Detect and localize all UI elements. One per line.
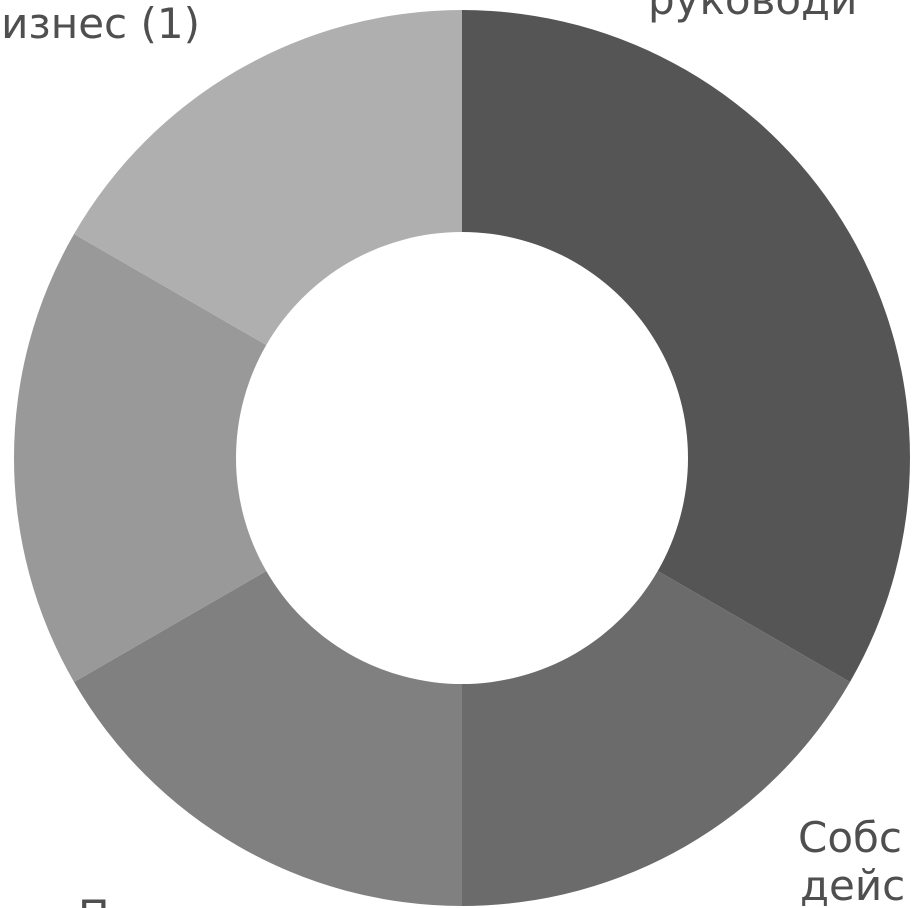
- donut-slice-3: [13, 234, 267, 682]
- donut-slice-1: [462, 571, 850, 906]
- donut-slice-4: [74, 10, 462, 345]
- donut-slice-0: [462, 10, 910, 682]
- annotation-label-2: П: [78, 891, 110, 908]
- annotation-label-0: Собс: [798, 813, 902, 862]
- donut-slice-2: [74, 571, 462, 906]
- slice-label-0: руководи: [648, 0, 857, 24]
- annotation-label-1: дейс: [800, 861, 905, 908]
- donut-slices: [13, 10, 910, 906]
- slice-label-4: изнес (1): [1, 0, 200, 48]
